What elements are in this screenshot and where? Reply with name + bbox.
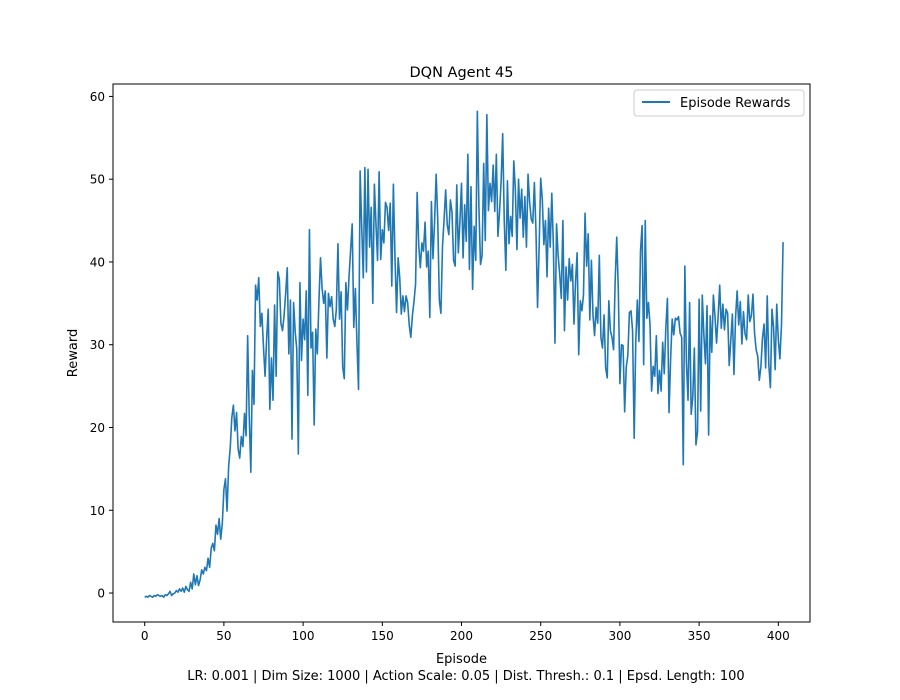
x-tick-label: 100 (292, 629, 315, 643)
y-tick-label: 40 (90, 255, 105, 269)
x-tick-label: 300 (608, 629, 631, 643)
legend-label-episode-rewards: Episode Rewards (680, 96, 791, 111)
y-axis-label: Reward (66, 329, 81, 377)
x-tick-label: 200 (450, 629, 473, 643)
chart-caption: LR: 0.001 | Dim Size: 1000 | Action Scal… (187, 669, 744, 684)
x-tick-label: 50 (216, 629, 231, 643)
y-axis: 0 10 20 30 40 50 60 (90, 90, 113, 601)
legend: Episode Rewards (633, 89, 805, 117)
y-tick-label: 30 (90, 338, 105, 352)
x-tick-label: 150 (371, 629, 394, 643)
y-tick-label: 10 (90, 504, 105, 518)
y-tick-label: 20 (90, 421, 105, 435)
x-axis: 0 50 100 150 200 250 300 350 400 (141, 622, 790, 643)
x-axis-label: Episode (436, 652, 487, 667)
series-line-episode-rewards (144, 110, 784, 598)
x-tick-label: 0 (141, 629, 149, 643)
chart-title: DQN Agent 45 (409, 65, 513, 81)
y-tick-label: 0 (97, 587, 105, 601)
y-tick-label: 50 (90, 173, 105, 187)
y-tick-label: 60 (90, 90, 105, 104)
x-tick-label: 250 (529, 629, 552, 643)
legend-box (633, 89, 805, 117)
line-layer (144, 110, 784, 598)
x-tick-label: 350 (688, 629, 711, 643)
x-tick-label: 400 (767, 629, 790, 643)
